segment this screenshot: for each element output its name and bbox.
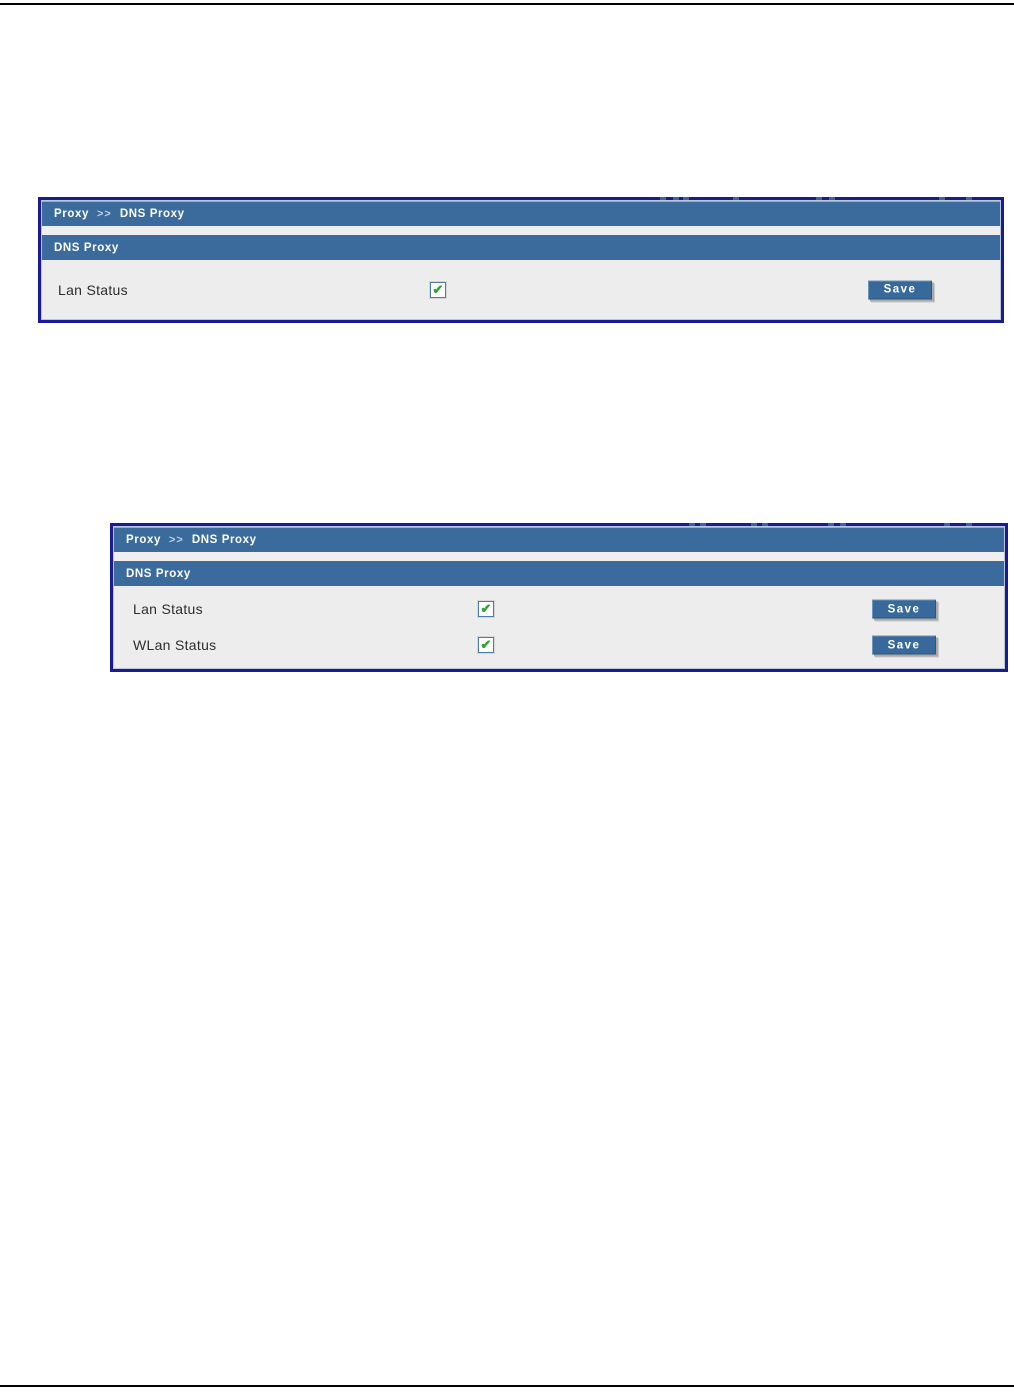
panel-content: Lan Status ✔ Save <box>42 260 1000 319</box>
breadcrumb-section[interactable]: Proxy <box>126 533 161 546</box>
wlan-status-label: WLan Status <box>133 637 217 653</box>
setting-row-lan: Lan Status ✔ Save <box>114 591 1004 627</box>
section-title-bar: DNS Proxy <box>42 235 1000 260</box>
lan-status-checkbox[interactable]: ✔ <box>430 281 446 298</box>
save-button[interactable]: Save <box>872 599 936 619</box>
screenshot-artifact-notch <box>762 523 768 526</box>
setting-row-lan: Lan Status ✔ Save <box>42 260 1000 319</box>
page-top-rule <box>0 3 1014 5</box>
page-bottom-rule <box>0 1385 1014 1387</box>
screenshot-artifact-notch <box>751 523 757 526</box>
screenshot-artifact-notch <box>689 523 695 526</box>
screenshot-artifact-notch <box>944 523 950 526</box>
screenshot-artifact-notch <box>828 523 834 526</box>
lan-status-label: Lan Status <box>133 601 203 617</box>
screenshot-artifact-notch <box>966 197 972 200</box>
screenshot-artifact-notch <box>939 197 945 200</box>
screenshot-artifact-notch <box>840 523 846 526</box>
screenshot-artifact-notch <box>733 197 739 200</box>
section-title-bar: DNS Proxy <box>114 561 1004 586</box>
screenshot-artifact-notch <box>816 197 822 200</box>
wlan-status-checkbox[interactable]: ✔ <box>478 637 494 653</box>
save-button[interactable]: Save <box>868 280 932 299</box>
checkmark-icon: ✔ <box>432 281 444 297</box>
dns-proxy-panel-2: Proxy >> DNS Proxy DNS Proxy Lan Status … <box>110 523 1008 672</box>
screenshot-artifact-notch <box>683 197 689 200</box>
breadcrumb-page[interactable]: DNS Proxy <box>119 207 185 220</box>
screenshot-artifact-notch <box>660 197 666 200</box>
save-button[interactable]: Save <box>872 635 936 655</box>
screenshot-artifact-notch <box>966 523 972 526</box>
spacer-row <box>42 226 1000 235</box>
breadcrumb-separator-icon: >> <box>96 207 112 220</box>
checkmark-icon: ✔ <box>480 637 492 652</box>
dns-proxy-panel-1: Proxy >> DNS Proxy DNS Proxy Lan Status … <box>38 197 1004 323</box>
panel-content: Lan Status ✔ Save WLan Status ✔ Save <box>114 586 1004 668</box>
breadcrumb-page[interactable]: DNS Proxy <box>191 533 257 546</box>
breadcrumb-separator-icon: >> <box>168 533 184 546</box>
breadcrumb: Proxy >> DNS Proxy <box>42 201 1000 226</box>
lan-status-checkbox[interactable]: ✔ <box>478 601 494 617</box>
lan-status-label: Lan Status <box>58 281 128 298</box>
breadcrumb-section[interactable]: Proxy <box>54 207 89 220</box>
checkmark-icon: ✔ <box>480 601 492 616</box>
screenshot-artifact-notch <box>700 523 706 526</box>
breadcrumb: Proxy >> DNS Proxy <box>114 527 1004 552</box>
section-title: DNS Proxy <box>54 241 119 254</box>
screenshot-artifact-notch <box>673 197 679 200</box>
setting-row-wlan: WLan Status ✔ Save <box>114 627 1004 663</box>
screenshot-artifact-notch <box>829 197 835 200</box>
spacer-row <box>114 552 1004 561</box>
section-title: DNS Proxy <box>126 567 191 580</box>
